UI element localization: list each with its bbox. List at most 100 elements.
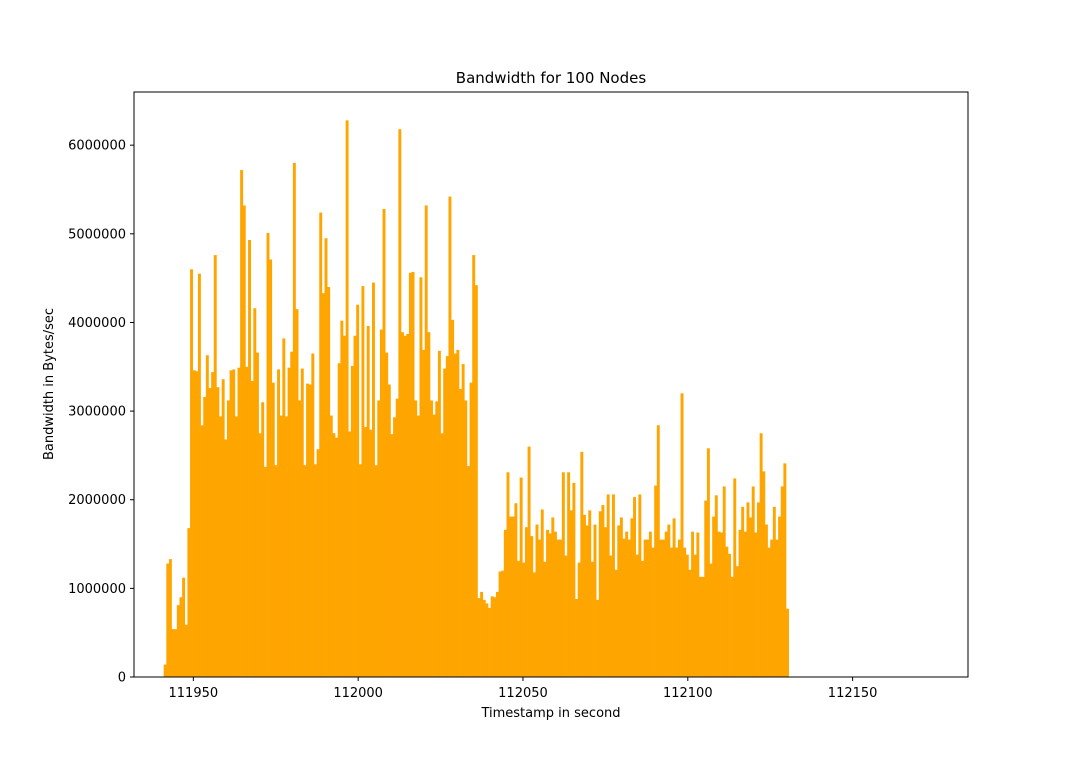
bar [234,416,238,677]
bars-group [163,120,789,678]
bar [630,518,634,677]
bar [168,559,172,677]
bar [775,539,779,677]
bar [522,562,526,677]
bar [348,431,352,677]
bar [379,329,383,677]
bar [253,308,257,677]
bar [693,554,697,677]
bar [364,427,368,677]
bar [764,524,768,677]
bar [342,335,346,677]
bar [762,471,766,677]
bar [588,510,592,677]
bar [216,387,220,677]
bar [770,539,774,677]
bar [662,539,666,677]
bar [432,414,436,677]
bar [393,417,397,677]
bar [316,449,320,677]
bar [667,524,671,677]
bar [414,400,418,677]
bar [269,259,273,677]
bar [733,478,737,677]
bar [720,532,724,677]
bar [540,509,544,677]
bar [738,529,742,677]
bar [786,608,789,677]
bar [548,533,552,677]
bar [680,393,684,677]
y-axis-label: Bandwidth in Bytes/sec [42,308,57,460]
y-axis: 0 1000000 2000000 3000000 4000000 5000000 6000… [68,139,134,686]
bar [419,277,423,677]
bar [229,370,233,677]
bar [187,528,191,677]
bar [728,553,731,677]
bar [469,382,473,677]
bar [203,396,207,677]
bar [543,561,547,677]
bar [546,529,549,677]
y-tick-label: 4000000 [68,316,126,331]
bar [490,596,494,677]
bar [350,365,354,677]
bar [569,510,573,677]
plot-frame [133,91,969,678]
bar [248,240,251,677]
bar [456,349,460,677]
bar [221,379,225,677]
bar [205,355,209,677]
bar [184,624,188,677]
bar [532,572,536,677]
bar [701,576,705,677]
bar [556,539,560,677]
bar [174,629,178,677]
bar [717,531,721,677]
bar [245,366,249,677]
bar [313,464,317,677]
bar [485,603,489,677]
bar [514,503,518,677]
bar [335,437,339,677]
bar [171,629,175,677]
bar [319,212,323,678]
bar [754,532,758,677]
bar [398,129,402,678]
bar [477,598,481,677]
bar [735,566,739,677]
bar [390,434,394,677]
bar [685,554,689,677]
bar [601,505,605,677]
bar [274,465,278,677]
bar [406,333,410,677]
bar [300,368,304,677]
chart-title: Bandwidth for 100 Nodes [456,69,647,87]
bar [277,369,281,677]
bar [730,576,734,677]
bar [659,539,663,677]
bar [651,547,655,677]
bar [226,400,230,677]
bar [369,429,373,677]
bar [519,477,523,677]
bar [453,353,457,677]
x-axis: 111950 112000 112050 112100 112150 [169,677,877,701]
bar [654,485,658,677]
bar [625,531,629,677]
bar [559,539,563,677]
bar [240,170,244,677]
bar [271,382,275,677]
bar [535,524,539,677]
bar [509,516,513,677]
bar [284,416,288,677]
bar [263,466,267,677]
bar [714,495,718,677]
bar [577,562,581,677]
bar [298,400,302,677]
bar [308,384,312,677]
bar [192,370,196,677]
bar [696,532,700,677]
bar [527,446,531,677]
bar [480,591,484,677]
